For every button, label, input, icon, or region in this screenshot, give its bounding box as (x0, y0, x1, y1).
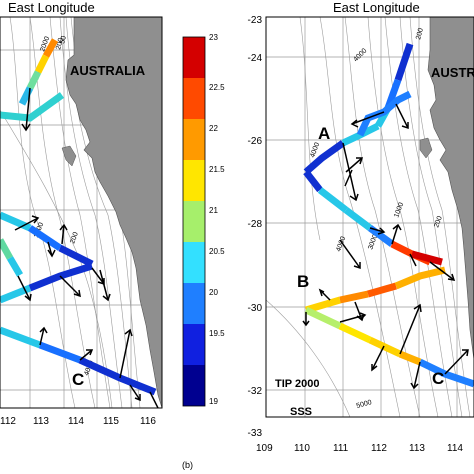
left-frame (0, 16, 163, 409)
contour-label: 200 (69, 231, 80, 244)
contour-label: 1000 (393, 202, 405, 219)
left-header: East Longitude (8, 0, 95, 15)
colorbar-label: 22 (209, 124, 218, 133)
x-tick: 109 (256, 443, 273, 454)
panel-tag: (b) (182, 460, 193, 470)
colorbar-label: 20 (209, 288, 218, 297)
y-tick: -28 (248, 219, 263, 230)
x-tick: 115 (103, 416, 119, 427)
right-header: East Longitude (333, 0, 420, 15)
contour-label: 200 (55, 37, 65, 50)
colorbar-swatch (183, 324, 205, 365)
y-tick: -30 (248, 303, 263, 314)
contour-label: 4000 (309, 142, 321, 159)
left-current-vectors (14, 87, 159, 408)
contour-label: 4000 (83, 360, 95, 377)
island (419, 137, 433, 159)
x-tick: 112 (0, 416, 16, 427)
australia-landmass (65, 17, 162, 408)
colorbar-swatch (183, 283, 205, 324)
dataset-label: TIP 2000 (275, 378, 319, 390)
right-current-vectors (302, 103, 469, 390)
contour-label: 50 (59, 35, 68, 44)
colorbar-label: 20.5 (209, 247, 225, 256)
land-label-right: AUSTR (431, 65, 474, 80)
y-tick: -23 (248, 15, 263, 26)
transect-label-b: B (297, 272, 309, 291)
y-tick: -32 (248, 386, 263, 397)
contour-label: 5000 (356, 399, 373, 410)
colorbar-label: 19 (209, 397, 218, 406)
x-tick: 114 (447, 443, 463, 454)
x-tick: 113 (33, 416, 49, 427)
contour-label: 4000 (335, 236, 347, 253)
right-grid (266, 17, 474, 417)
colorbar-label: 21.5 (209, 165, 225, 174)
contour-label: 200 (433, 215, 444, 228)
y-tick: -33 (248, 428, 263, 439)
colorbar-label: 19.5 (209, 329, 225, 338)
x-tick: 114 (68, 416, 84, 427)
colorbar-label: 22.5 (209, 83, 225, 92)
sst-colorbar: 23 22.5 22 21.5 21 20.5 20 19.5 19 (182, 33, 225, 407)
island (61, 145, 77, 167)
right-frame (265, 16, 474, 418)
x-tick: 111 (333, 443, 349, 454)
contour-label: 2000 (39, 36, 51, 53)
australia-landmass (427, 17, 474, 361)
transect-label-c-right: C (432, 369, 444, 388)
colorbar-swatch (183, 365, 205, 406)
right-ship-tracks (303, 42, 474, 388)
y-tick: -26 (248, 136, 263, 147)
transect-label-c-left: C (72, 370, 84, 389)
y-tick: -24 (248, 53, 263, 64)
colorbar-swatch (183, 160, 205, 201)
contour-label: 200 (415, 27, 425, 40)
colorbar-swatch (183, 242, 205, 283)
x-tick: 112 (371, 443, 387, 454)
colorbar-swatch (183, 119, 205, 160)
right-map-panel: East Longitude (182, 0, 474, 470)
left-map-panel: East Longitude (0, 0, 163, 427)
colorbar-swatch (183, 201, 205, 242)
x-tick: 110 (294, 443, 310, 454)
colorbar-swatch (183, 78, 205, 119)
x-tick: 113 (409, 443, 425, 454)
colorbar-label: 21 (209, 206, 218, 215)
right-bathymetry (266, 17, 471, 417)
transect-label-a: A (318, 124, 330, 143)
x-tick: 116 (140, 416, 156, 427)
variable-label: SSS (290, 406, 312, 418)
colorbar-label: 23 (209, 33, 218, 42)
colorbar-swatch (183, 37, 205, 78)
contour-label: 3000 (367, 234, 379, 251)
left-ship-tracks (0, 38, 157, 396)
land-label-left: AUSTRALIA (70, 63, 146, 78)
